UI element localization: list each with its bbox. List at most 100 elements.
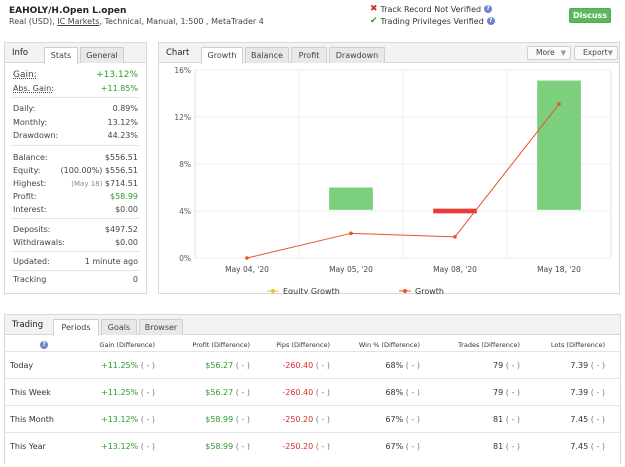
chart-title: Chart [166,48,190,58]
chevron-down-icon: ▼ [607,49,613,57]
trades-cell: 79 ( - ) [493,361,520,370]
help-icon[interactable]: ? [484,5,493,13]
period-label: This Year [10,442,46,451]
table-row: This Month +13.12% ( - ) $58.99 ( - ) -250.… [4,405,620,432]
pips-cell: -250.20 ( - ) [282,442,330,451]
trades-cell: 79 ( - ) [493,388,520,397]
account-subtitle: Real (USD), IC Markets, Technical, Manua… [9,17,264,26]
column-header-trades: Trades (Difference) [458,341,520,349]
trades-cell: 81 ( - ) [493,415,520,424]
x-tick-label: May 05, '20 [329,265,373,274]
legend-marker [403,289,407,293]
growth-chart: 0% 4% 8% 12% 16% May 04, '20 May 05, '20 May 08… [174,66,612,294]
daily-row: Daily: 0.89% [13,104,138,113]
growth-point [453,235,457,239]
table-row: This Year +13.12% ( - ) $58.99 ( - ) -250.2… [4,432,620,459]
legend-marker [271,289,275,293]
legend-label: Equity Growth [283,287,340,294]
trading-panel-header: Trading Periods Goals Browser [5,315,620,336]
tab-browser[interactable]: Browser [139,319,183,335]
win-cell: 67% ( - ) [385,415,420,424]
y-tick-label: 12% [174,113,191,122]
gain-cell: +13.12% ( - ) [101,415,155,424]
info-panel: Info Stats General Gain: +13.12% Abs. Ga… [4,42,147,294]
trades-cell: 81 ( - ) [493,442,520,451]
column-header-profit: Profit (Difference) [192,341,250,349]
pips-cell: -260.40 ( - ) [282,388,330,397]
growth-point [245,256,249,260]
interest-row: Interest: $0.00 [13,205,138,214]
tracking-row: Tracking 0 [13,275,138,284]
divider [11,97,140,98]
broker-link[interactable]: IC Markets [57,17,100,26]
growth-point [349,231,353,236]
check-icon: ✔ [370,16,378,26]
trading-panel: Trading Periods Goals Browser [4,314,621,464]
tab-balance[interactable]: Balance [245,47,289,63]
monthly-row: Monthly: 13.12% [13,118,138,127]
period-label: This Week [10,388,51,397]
y-tick-label: 4% [179,207,191,216]
gain-cell: +11.25% ( - ) [101,388,155,397]
drawdown-row: Drawdown: 44.23% [13,131,138,140]
more-dropdown[interactable]: More ▼ [527,46,571,60]
period-label: This Month [10,415,54,424]
trading-privileges-status: ✔ Trading Privileges Verified ? [370,16,495,26]
gain-cell: +13.12% ( - ) [101,442,155,451]
column-header-gain: Gain (Difference) [99,341,155,349]
chart-panel: Chart Growth Balance Profit Drawdown Mor… [158,42,620,294]
y-tick-label: 16% [174,66,191,75]
help-icon[interactable]: ? [486,17,495,25]
tab-growth[interactable]: Growth [201,47,243,64]
withdrawals-row: Withdrawals: $0.00 [13,238,138,247]
tab-drawdown[interactable]: Drawdown [329,47,385,63]
chevron-down-icon: ▼ [560,49,566,57]
y-tick-label: 8% [179,160,191,169]
pips-cell: -250.20 ( - ) [282,415,330,424]
divider [11,145,140,146]
divider [11,270,140,271]
tab-general[interactable]: General [80,47,124,63]
profit-row: Profit: $58.99 [13,192,138,201]
abs-gain-row: Abs. Gain: +11.85% [13,84,138,93]
chart-panel-header: Chart Growth Balance Profit Drawdown Mor… [159,43,619,64]
trading-title: Trading [12,320,44,330]
gain-row: Gain: +13.12% [13,70,138,80]
win-cell: 67% ( - ) [385,442,420,451]
tab-periods[interactable]: Periods [53,319,99,336]
lots-cell: 7.39 ( - ) [570,361,605,370]
export-dropdown[interactable]: Export ▼ [574,46,618,60]
pips-cell: -260.40 ( - ) [282,361,330,370]
gain-cell: +11.25% ( - ) [101,361,155,370]
lots-cell: 7.45 ( - ) [570,442,605,451]
period-label: Today [10,361,34,370]
divider [11,218,140,219]
lots-cell: 7.39 ( - ) [570,388,605,397]
account-title: EAHOLY/H.Open L.open [9,6,127,16]
win-cell: 68% ( - ) [385,388,420,397]
tab-stats[interactable]: Stats [44,47,78,64]
tab-profit[interactable]: Profit [291,47,327,63]
divider [11,251,140,252]
discuss-button[interactable]: Discuss [569,8,611,23]
profit-cell: $56.27 ( - ) [205,388,250,397]
legend-label: Growth [415,287,444,294]
column-header-win: Win % (Difference) [358,341,420,349]
equity-row: Equity: (100.00%) $556.51 [13,166,138,175]
help-icon[interactable]: ? [40,341,48,349]
track-record-status: ✖ Track Record Not Verified ? [370,4,493,14]
profit-cell: $58.99 ( - ) [205,415,250,424]
growth-line [246,103,560,259]
growth-bar [329,187,373,210]
column-header-pips: Pips (Difference) [276,341,330,349]
x-icon: ✖ [370,4,378,14]
y-tick-label: 0% [179,254,191,263]
updated-row: Updated: 1 minute ago [13,257,138,266]
growth-point [557,102,561,106]
profit-cell: $56.27 ( - ) [205,361,250,370]
x-tick-label: May 04, '20 [225,265,269,274]
x-tick-label: May 18, '20 [537,265,581,274]
table-row: Today +11.25% ( - ) $56.27 ( - ) -260.40 ( … [4,351,620,378]
tab-goals[interactable]: Goals [101,319,137,335]
x-tick-label: May 08, '20 [433,265,477,274]
